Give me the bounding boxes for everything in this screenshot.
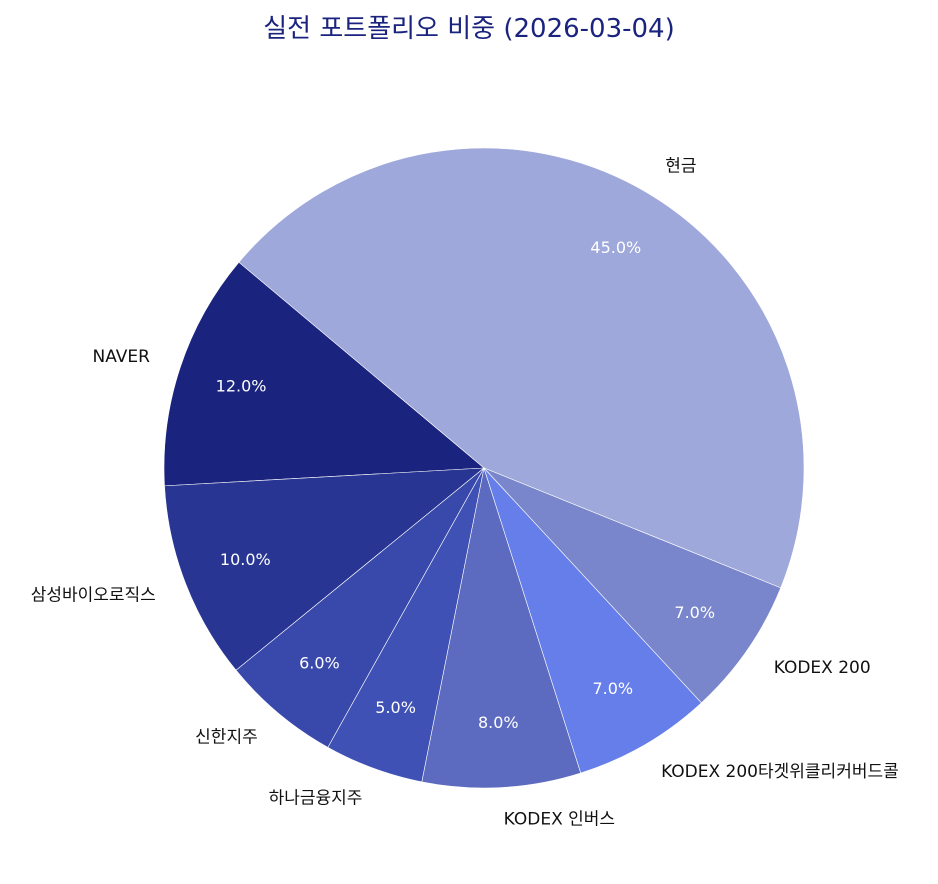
slice-category-label: KODEX 200 xyxy=(774,658,871,678)
slice-percent-label: 10.0% xyxy=(220,550,271,569)
slice-percent-label: 6.0% xyxy=(299,654,340,673)
slice-percent-label: 7.0% xyxy=(674,603,715,622)
slice-percent-label: 8.0% xyxy=(478,713,519,732)
slice-percent-label: 5.0% xyxy=(375,698,416,717)
pie-slice xyxy=(235,467,485,748)
slice-category-label: 하나금융지주 xyxy=(269,788,363,808)
slice-category-label: KODEX 200타겟위클리커버드콜 xyxy=(661,762,899,782)
slice-category-label: KODEX 인버스 xyxy=(504,809,615,829)
slice-percent-label: 7.0% xyxy=(592,679,633,698)
slice-category-label: 신한지주 xyxy=(195,728,258,748)
pie-slice xyxy=(238,147,805,589)
pie-slice xyxy=(421,467,582,789)
slice-category-label: 삼성바이오로직스 xyxy=(31,585,156,605)
slice-percent-label: 45.0% xyxy=(590,238,641,257)
slice-category-label: 현금 xyxy=(665,156,696,176)
pie-slice xyxy=(164,467,485,671)
pie-slice xyxy=(483,467,782,704)
pie-slice xyxy=(483,467,702,774)
slice-percent-label: 12.0% xyxy=(216,377,267,396)
slice-category-label: NAVER xyxy=(93,347,151,367)
chart-title: 실전 포트폴리오 비중 (2026-03-04) xyxy=(263,14,675,44)
pie-slice xyxy=(163,261,485,487)
